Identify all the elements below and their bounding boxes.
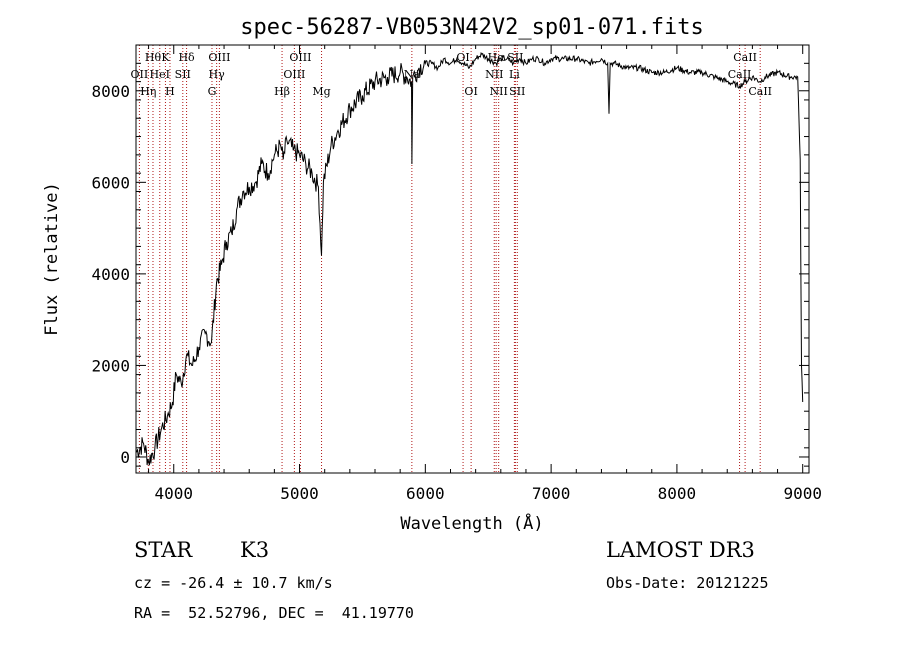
x-tick-label: 6000 — [406, 484, 445, 503]
spectral-line-label: Li — [509, 68, 520, 81]
spectral-line-label: NII — [485, 68, 503, 81]
x-tick-label: 7000 — [532, 484, 571, 503]
spectral-line-label: NII — [490, 85, 508, 98]
x-tick-label: 4000 — [154, 484, 193, 503]
spectral-line-label: OII — [131, 68, 149, 81]
spectral-line-label: Hθ — [145, 51, 162, 64]
x-axis-label: Wavelength (Å) — [400, 512, 543, 534]
spectral-line-label: Na — [404, 68, 421, 81]
spectral-line-label: K — [161, 51, 170, 64]
spectral-line-label: Hγ — [209, 68, 226, 81]
y-tick-label: 8000 — [91, 82, 130, 101]
survey-label: LAMOST DR3 — [606, 538, 755, 562]
x-tick-label: 5000 — [280, 484, 319, 503]
x-tick-label: 8000 — [658, 484, 697, 503]
spectral-line-label: OIII — [208, 51, 230, 64]
spectrum-line — [135, 51, 804, 466]
spectral-line-label: CaII — [748, 85, 772, 98]
y-axis-label: Flux (relative) — [42, 182, 62, 336]
chart-title: spec-56287-VB053N42V2_sp01-071.fits — [240, 15, 704, 40]
y-tick-label: 6000 — [91, 173, 130, 192]
spectral-line-label: OI — [456, 51, 469, 64]
obs-date: Obs-Date: 20121225 — [606, 574, 769, 592]
y-tick-label: 4000 — [91, 265, 130, 284]
ra-dec: RA = 52.52796, DEC = 41.19770 — [134, 604, 414, 622]
y-tick-label: 0 — [120, 448, 130, 467]
object-class: STAR — [134, 538, 193, 562]
spectral-line-label: Hη — [140, 85, 156, 98]
spectral-line-label: H — [165, 85, 175, 98]
spectral-line-label: OI — [464, 85, 477, 98]
spectral-line-label: CaII — [733, 51, 757, 64]
spectral-line-label: SII — [509, 85, 525, 98]
spectral-line-label: OIII — [289, 51, 311, 64]
spectral-line-label: G — [208, 85, 217, 98]
y-tick-label: 2000 — [91, 356, 130, 375]
x-tick-label: 9000 — [783, 484, 822, 503]
spectral-line-label: CaII — [728, 68, 752, 81]
spectral-line-label: Hβ — [274, 85, 290, 98]
spectral-line-label: SII — [175, 68, 191, 81]
object-subclass: K3 — [240, 538, 270, 562]
spectral-line-label: HeI — [150, 68, 170, 81]
spectral-line-label: OIII — [283, 68, 305, 81]
redshift-cz: cz = -26.4 ± 10.7 km/s — [134, 574, 333, 592]
spectral-line-label: Hδ — [178, 51, 195, 64]
spectral-line-label: Mg — [312, 85, 330, 98]
plot-frame — [135, 44, 810, 474]
